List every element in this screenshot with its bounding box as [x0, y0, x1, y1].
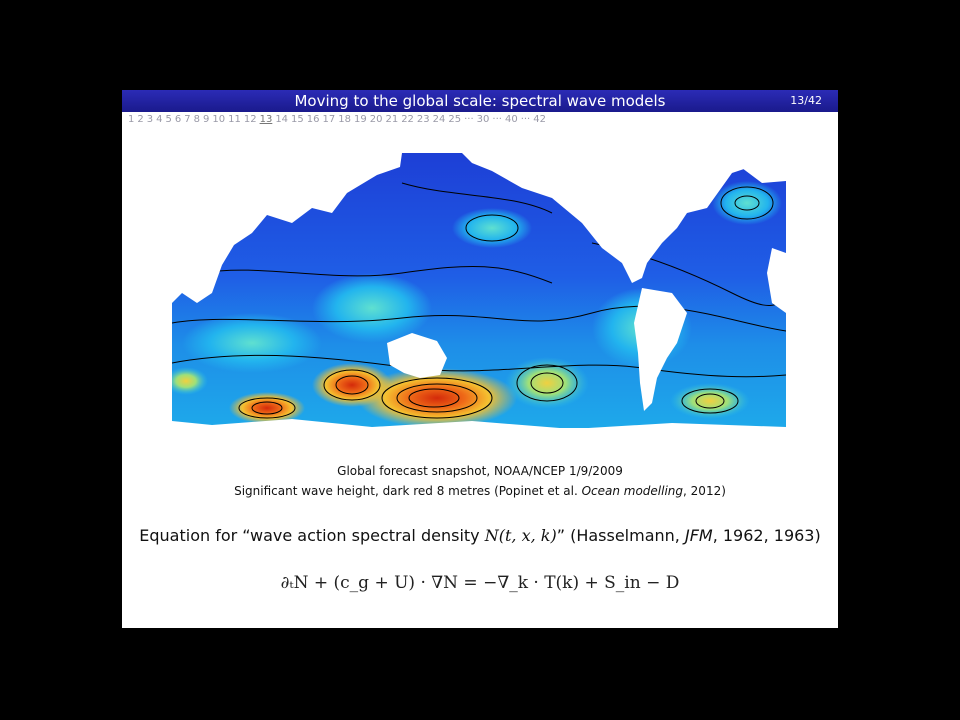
nav-ellipsis: ··· [520, 114, 531, 125]
slide-title: Moving to the global scale: spectral wav… [294, 92, 666, 110]
figure-caption-source: Global forecast snapshot, NOAA/NCEP 1/9/… [337, 464, 623, 478]
nav-page-link[interactable]: 2 [137, 114, 144, 125]
caption-text: Significant wave height, dark red 8 metr… [234, 484, 582, 498]
wave-action-symbol: N(t, x, k) [484, 526, 557, 545]
nav-page-link[interactable]: 5 [165, 114, 172, 125]
mid-wave-region [182, 313, 322, 373]
north-america-landmass [462, 153, 786, 283]
nav-ellipsis: ··· [464, 114, 474, 125]
page-navigation: 1 2 3 4 5 6 7 8 9 10 11 12 13 14 15 16 17 18 19 20 21 22 23 24 2… [128, 114, 549, 125]
wave-height-map [172, 153, 786, 443]
nav-page-link[interactable]: 3 [146, 114, 154, 125]
mid-wave-region [712, 181, 782, 225]
nav-page-link[interactable]: 12 [243, 114, 257, 125]
antarctica-landmass [172, 419, 786, 443]
nav-page-link[interactable]: 20 [369, 114, 383, 125]
nav-page-link[interactable]: 13 [259, 114, 273, 125]
citation-years: , 1962, 1963) [712, 526, 821, 545]
page-number: 13/42 [790, 94, 822, 107]
high-wave-region [670, 383, 750, 419]
nav-page-link[interactable]: 23 [416, 114, 430, 125]
nav-page-link[interactable]: 6 [174, 114, 182, 125]
title-bar: Moving to the global scale: spectral wav… [122, 90, 838, 112]
nav-page-link[interactable]: 22 [401, 114, 414, 125]
nav-page-link[interactable]: 8 [193, 114, 200, 125]
nav-ellipsis: ··· [492, 114, 502, 125]
nav-page-link[interactable]: 10 [212, 114, 226, 125]
nav-page-link[interactable]: 15 [291, 114, 304, 125]
mid-wave-region [452, 208, 532, 248]
nav-page-link[interactable]: 16 [306, 114, 320, 125]
nav-page-link[interactable]: 40 [504, 114, 518, 125]
mid-wave-region [312, 273, 432, 343]
equation-description: Equation for “wave action spectral densi… [122, 526, 838, 545]
high-wave-region [357, 368, 517, 428]
journal-name: Ocean modelling [581, 484, 684, 498]
nav-page-link[interactable]: 4 [156, 114, 163, 125]
greenland-landmass [732, 153, 786, 183]
nav-page-link[interactable]: 21 [385, 114, 399, 125]
nav-page-link[interactable]: 1 [128, 114, 135, 125]
nav-page-link[interactable]: 7 [184, 114, 191, 125]
nav-page-link[interactable]: 42 [533, 114, 546, 125]
eurasia-landmass [172, 153, 402, 303]
nav-page-link[interactable]: 25 [448, 114, 462, 125]
nav-page-link[interactable]: 17 [322, 114, 336, 125]
citation-journal: JFM [684, 526, 713, 545]
caption-text-end: , 2012) [683, 484, 726, 498]
nav-page-link[interactable]: 30 [476, 114, 490, 125]
nav-page-link[interactable]: 14 [275, 114, 289, 125]
nav-page-link[interactable]: 9 [203, 114, 210, 125]
nav-page-link[interactable]: 24 [432, 114, 446, 125]
nav-page-link[interactable]: 19 [353, 114, 367, 125]
equation-label: Equation for “wave action spectral densi… [139, 526, 485, 545]
high-wave-region [229, 392, 305, 424]
africa-landmass [767, 248, 786, 313]
figure-caption-description: Significant wave height, dark red 8 metr… [122, 484, 838, 498]
high-wave-region [172, 367, 208, 395]
australia-landmass [387, 333, 447, 378]
nav-page-link[interactable]: 18 [338, 114, 351, 125]
slide: Moving to the global scale: spectral wav… [122, 90, 838, 628]
nav-page-link[interactable]: 11 [228, 114, 241, 125]
wave-action-equation: ∂ₜN + (c_g + U) · ∇N = −∇_k · T(k) + S_i… [280, 573, 680, 593]
land-masks [172, 153, 786, 443]
citation-text: ” (Hasselmann, [556, 526, 685, 545]
south-america-landmass [634, 288, 687, 411]
